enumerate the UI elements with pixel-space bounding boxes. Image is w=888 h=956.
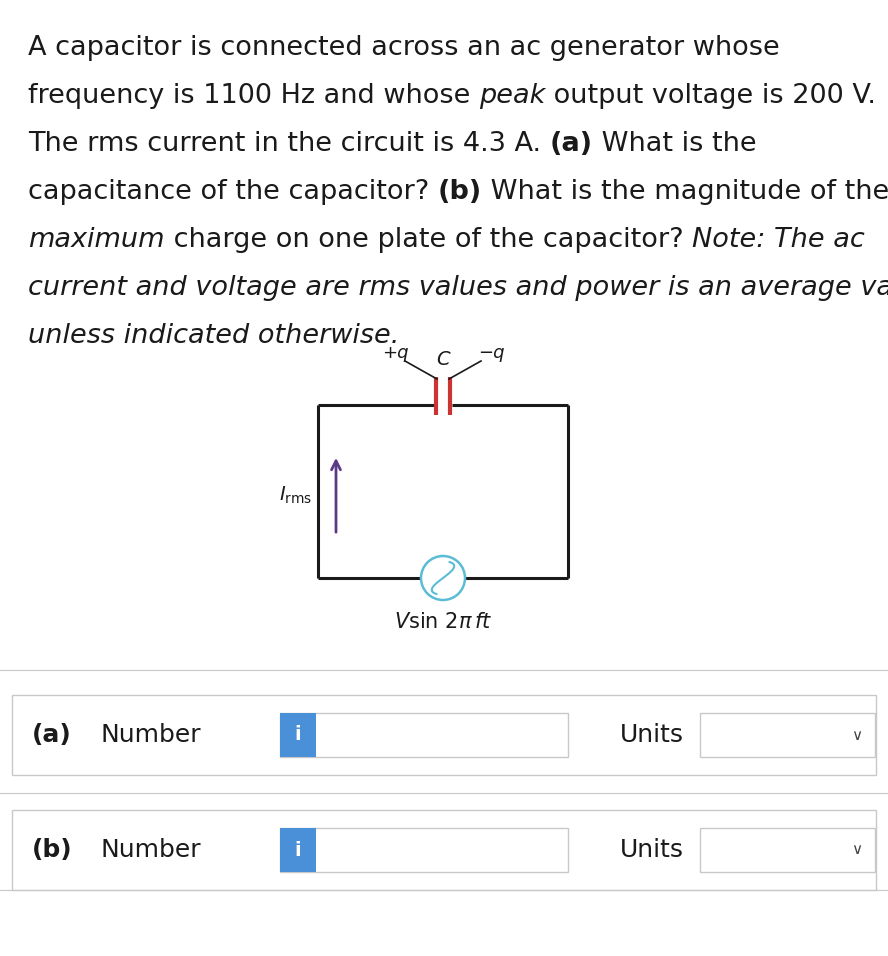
- Text: output voltage is 200 V.: output voltage is 200 V.: [545, 83, 876, 109]
- Text: i: i: [295, 726, 301, 745]
- Bar: [700, 713, 875, 757]
- Text: unless indicated otherwise.: unless indicated otherwise.: [28, 323, 400, 349]
- Text: Number: Number: [100, 838, 201, 862]
- Text: $\mathit{I}_\mathrm{rms}$: $\mathit{I}_\mathrm{rms}$: [279, 485, 312, 506]
- Text: C: C: [436, 350, 450, 368]
- Text: What is the: What is the: [593, 131, 757, 157]
- Bar: [280, 828, 568, 872]
- Text: $V\sin\,2\mathit{\pi}\,ft$: $V\sin\,2\mathit{\pi}\,ft$: [393, 612, 492, 632]
- Text: (a): (a): [32, 723, 72, 747]
- Text: Note: The ac: Note: The ac: [692, 227, 865, 253]
- Bar: [12, 695, 876, 775]
- Text: Units: Units: [620, 838, 684, 862]
- Text: peak: peak: [479, 83, 545, 109]
- Text: (b): (b): [32, 838, 73, 862]
- Text: capacitance of the capacitor?: capacitance of the capacitor?: [28, 179, 438, 205]
- Text: (a): (a): [550, 131, 593, 157]
- Text: What is the magnitude of the: What is the magnitude of the: [482, 179, 888, 205]
- Text: Units: Units: [620, 723, 684, 747]
- Text: (b): (b): [438, 179, 482, 205]
- Text: The rms current in the circuit is 4.3 A.: The rms current in the circuit is 4.3 A.: [28, 131, 550, 157]
- Text: +q: +q: [382, 344, 408, 362]
- Text: A capacitor is connected across an ac generator whose: A capacitor is connected across an ac ge…: [28, 35, 780, 61]
- Bar: [280, 828, 316, 872]
- Text: i: i: [295, 840, 301, 859]
- Text: current and voltage are rms values and power is an average value: current and voltage are rms values and p…: [28, 275, 888, 301]
- Bar: [12, 810, 876, 890]
- Bar: [280, 713, 568, 757]
- Text: maximum: maximum: [28, 227, 164, 253]
- Text: frequency is 1100 Hz and whose: frequency is 1100 Hz and whose: [28, 83, 479, 109]
- Text: ∨: ∨: [852, 842, 862, 858]
- Circle shape: [421, 556, 465, 600]
- Text: Number: Number: [100, 723, 201, 747]
- Bar: [280, 713, 316, 757]
- Text: charge on one plate of the capacitor?: charge on one plate of the capacitor?: [164, 227, 692, 253]
- Text: ∨: ∨: [852, 728, 862, 743]
- Bar: [700, 828, 875, 872]
- Text: −q: −q: [478, 344, 504, 362]
